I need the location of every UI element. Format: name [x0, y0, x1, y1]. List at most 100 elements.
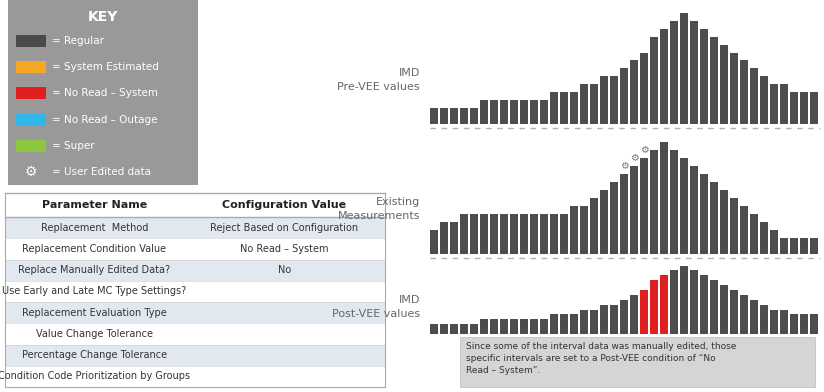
Text: IMD
Pre-VEE values: IMD Pre-VEE values	[337, 67, 420, 92]
FancyBboxPatch shape	[640, 53, 648, 124]
FancyBboxPatch shape	[800, 314, 808, 334]
FancyBboxPatch shape	[710, 182, 718, 254]
FancyBboxPatch shape	[760, 222, 768, 254]
Text: Replace Manually Edited Data?: Replace Manually Edited Data?	[18, 265, 171, 275]
FancyBboxPatch shape	[16, 61, 46, 73]
FancyBboxPatch shape	[570, 314, 578, 334]
FancyBboxPatch shape	[610, 182, 618, 254]
FancyBboxPatch shape	[630, 60, 638, 124]
FancyBboxPatch shape	[5, 260, 385, 281]
FancyBboxPatch shape	[570, 92, 578, 124]
FancyBboxPatch shape	[510, 214, 518, 254]
FancyBboxPatch shape	[660, 29, 668, 124]
FancyBboxPatch shape	[620, 69, 628, 124]
FancyBboxPatch shape	[620, 174, 628, 254]
FancyBboxPatch shape	[590, 84, 598, 124]
FancyBboxPatch shape	[520, 214, 528, 254]
FancyBboxPatch shape	[590, 198, 598, 254]
FancyBboxPatch shape	[690, 21, 698, 124]
FancyBboxPatch shape	[630, 166, 638, 254]
Text: Percentage Change Tolerance: Percentage Change Tolerance	[21, 350, 167, 360]
FancyBboxPatch shape	[810, 314, 818, 334]
FancyBboxPatch shape	[720, 190, 728, 254]
Text: No: No	[278, 265, 291, 275]
FancyBboxPatch shape	[810, 92, 818, 124]
FancyBboxPatch shape	[580, 206, 588, 254]
FancyBboxPatch shape	[610, 76, 618, 124]
FancyBboxPatch shape	[700, 174, 708, 254]
FancyBboxPatch shape	[650, 150, 658, 254]
FancyBboxPatch shape	[790, 92, 798, 124]
FancyBboxPatch shape	[770, 310, 778, 334]
FancyBboxPatch shape	[780, 84, 788, 124]
Text: = Regular: = Regular	[52, 36, 104, 46]
FancyBboxPatch shape	[5, 217, 385, 238]
FancyBboxPatch shape	[440, 108, 448, 124]
FancyBboxPatch shape	[780, 310, 788, 334]
FancyBboxPatch shape	[590, 310, 598, 334]
FancyBboxPatch shape	[650, 280, 658, 334]
FancyBboxPatch shape	[16, 35, 46, 47]
FancyBboxPatch shape	[630, 295, 638, 334]
Text: No Read – System: No Read – System	[240, 244, 329, 254]
FancyBboxPatch shape	[430, 324, 438, 334]
FancyBboxPatch shape	[16, 140, 46, 152]
FancyBboxPatch shape	[540, 100, 548, 124]
FancyBboxPatch shape	[560, 314, 568, 334]
FancyBboxPatch shape	[460, 337, 815, 387]
FancyBboxPatch shape	[480, 100, 488, 124]
FancyBboxPatch shape	[16, 114, 46, 125]
FancyBboxPatch shape	[770, 230, 778, 254]
FancyBboxPatch shape	[800, 238, 808, 254]
FancyBboxPatch shape	[520, 319, 528, 334]
FancyBboxPatch shape	[470, 108, 478, 124]
FancyBboxPatch shape	[680, 266, 688, 334]
FancyBboxPatch shape	[750, 300, 758, 334]
FancyBboxPatch shape	[610, 305, 618, 334]
FancyBboxPatch shape	[670, 270, 678, 334]
FancyBboxPatch shape	[750, 69, 758, 124]
Text: = No Read – System: = No Read – System	[52, 89, 158, 98]
FancyBboxPatch shape	[680, 158, 688, 254]
FancyBboxPatch shape	[730, 198, 738, 254]
FancyBboxPatch shape	[700, 29, 708, 124]
FancyBboxPatch shape	[660, 275, 668, 334]
FancyBboxPatch shape	[600, 76, 608, 124]
FancyBboxPatch shape	[490, 319, 498, 334]
FancyBboxPatch shape	[650, 37, 658, 124]
FancyBboxPatch shape	[460, 108, 468, 124]
Text: Since some of the interval data was manually edited, those
specific intervals ar: Since some of the interval data was manu…	[466, 342, 737, 375]
FancyBboxPatch shape	[480, 214, 488, 254]
FancyBboxPatch shape	[740, 206, 748, 254]
FancyBboxPatch shape	[670, 21, 678, 124]
FancyBboxPatch shape	[750, 214, 758, 254]
FancyBboxPatch shape	[700, 275, 708, 334]
FancyBboxPatch shape	[470, 214, 478, 254]
FancyBboxPatch shape	[690, 270, 698, 334]
FancyBboxPatch shape	[760, 76, 768, 124]
Text: Replacement Evaluation Type: Replacement Evaluation Type	[22, 308, 166, 318]
FancyBboxPatch shape	[690, 166, 698, 254]
Text: Parameter Name: Parameter Name	[42, 200, 147, 210]
FancyBboxPatch shape	[450, 324, 458, 334]
Text: ⚙: ⚙	[25, 165, 37, 179]
FancyBboxPatch shape	[5, 345, 385, 366]
FancyBboxPatch shape	[680, 13, 688, 124]
FancyBboxPatch shape	[540, 214, 548, 254]
Text: Replacement Condition Value: Replacement Condition Value	[22, 244, 166, 254]
FancyBboxPatch shape	[540, 319, 548, 334]
FancyBboxPatch shape	[760, 305, 768, 334]
FancyBboxPatch shape	[500, 319, 508, 334]
FancyBboxPatch shape	[560, 92, 568, 124]
FancyBboxPatch shape	[550, 314, 558, 334]
FancyBboxPatch shape	[510, 319, 518, 334]
FancyBboxPatch shape	[640, 290, 648, 334]
FancyBboxPatch shape	[740, 295, 748, 334]
FancyBboxPatch shape	[5, 302, 385, 323]
Text: KEY: KEY	[88, 10, 118, 24]
FancyBboxPatch shape	[670, 150, 678, 254]
FancyBboxPatch shape	[470, 324, 478, 334]
FancyBboxPatch shape	[790, 314, 798, 334]
FancyBboxPatch shape	[430, 230, 438, 254]
FancyBboxPatch shape	[740, 60, 748, 124]
